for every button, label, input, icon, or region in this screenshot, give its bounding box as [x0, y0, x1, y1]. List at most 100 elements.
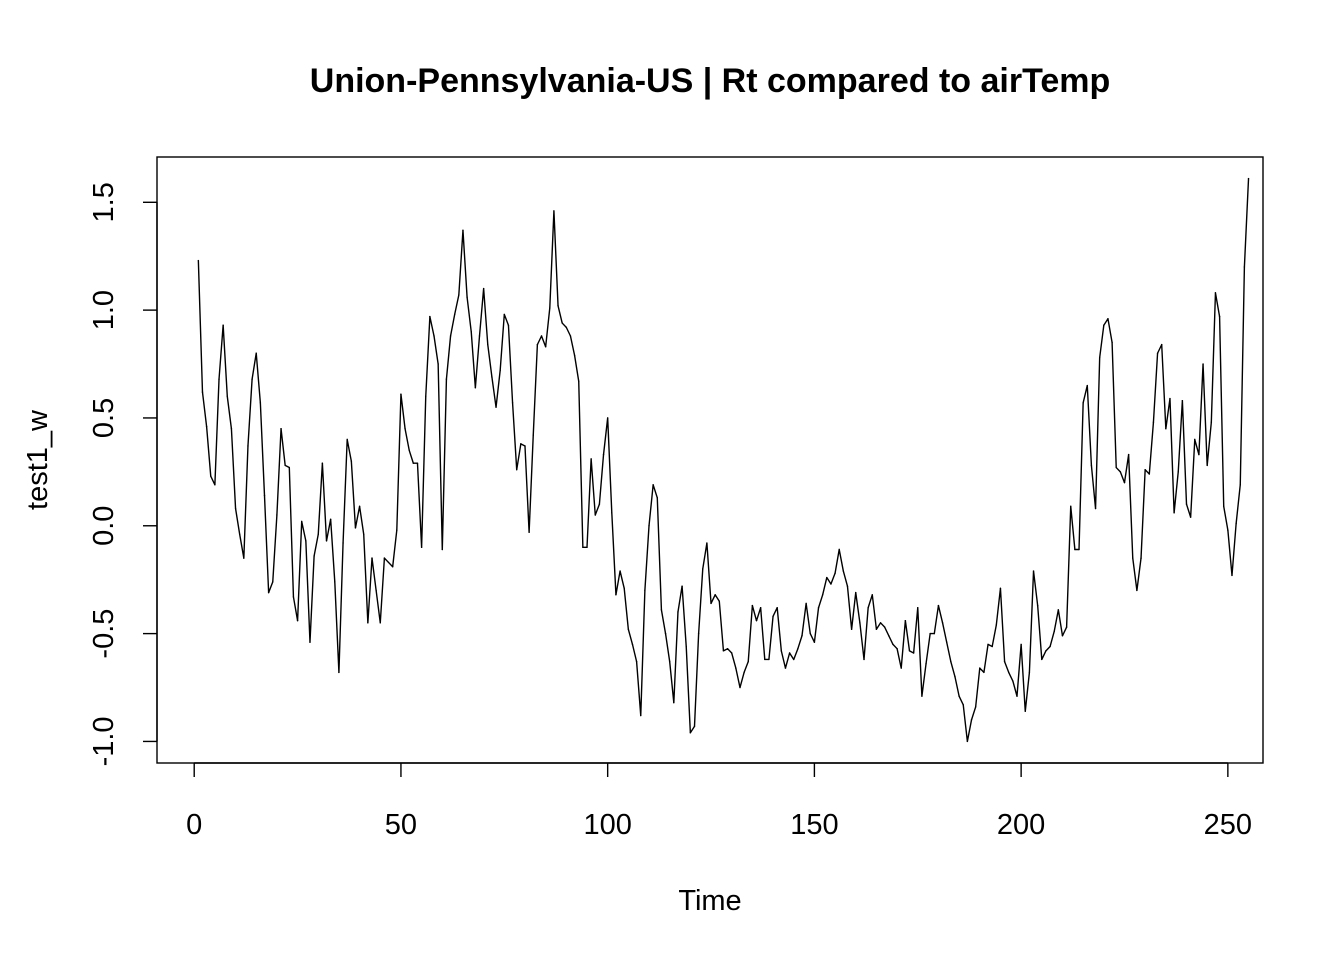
data-point	[1227, 529, 1229, 531]
data-point	[850, 628, 853, 630]
data-point	[387, 561, 390, 564]
data-point	[805, 602, 807, 605]
data-point	[437, 363, 439, 365]
data-point	[859, 622, 861, 624]
data-point	[855, 591, 857, 594]
data-point	[1020, 643, 1022, 646]
data-point	[1016, 695, 1018, 697]
data-point	[536, 343, 539, 346]
data-point	[561, 322, 563, 324]
data-point	[441, 548, 443, 551]
data-point	[780, 650, 783, 652]
data-point	[631, 643, 634, 646]
data-point	[908, 650, 911, 652]
data-point	[358, 505, 361, 508]
data-point	[731, 652, 733, 654]
data-point	[1202, 363, 1204, 365]
data-point	[1111, 341, 1113, 344]
x-tick-label: 0	[186, 809, 202, 841]
x-tick-label: 200	[997, 809, 1045, 841]
data-point	[1148, 473, 1151, 475]
data-point	[871, 594, 873, 596]
data-point	[788, 652, 791, 654]
x-tick-label: 50	[385, 809, 417, 841]
data-point	[921, 695, 923, 697]
data-point	[933, 632, 935, 635]
data-point	[251, 378, 253, 380]
data-point	[1115, 466, 1117, 469]
data-point	[821, 594, 824, 596]
data-point	[396, 529, 398, 531]
data-point	[793, 658, 795, 661]
data-point	[453, 313, 456, 316]
data-point	[379, 622, 381, 624]
data-point	[970, 719, 973, 721]
data-point	[950, 660, 952, 663]
data-point	[1049, 645, 1051, 648]
data-point	[830, 583, 832, 585]
data-point	[1127, 453, 1130, 456]
data-point	[247, 445, 249, 447]
data-point	[582, 546, 584, 549]
data-point	[1012, 680, 1014, 682]
x-tick-label: 150	[790, 809, 838, 841]
data-point	[660, 609, 663, 611]
x-axis: 0 50 100 150 200 250	[186, 762, 1252, 841]
data-point	[726, 648, 729, 650]
data-point	[255, 352, 257, 354]
data-point	[883, 626, 886, 628]
data-point	[495, 406, 497, 408]
data-point	[276, 514, 278, 516]
data-point	[1041, 658, 1043, 661]
data-point	[623, 587, 625, 590]
data-point	[1198, 453, 1200, 456]
data-point	[408, 449, 410, 451]
data-point	[1065, 626, 1068, 628]
data-point	[594, 514, 596, 516]
data-point	[569, 335, 572, 337]
data-point	[354, 527, 357, 529]
data-point	[1185, 503, 1188, 505]
data-point	[702, 568, 704, 570]
data-point	[817, 607, 820, 609]
data-point	[1003, 660, 1006, 663]
data-point	[292, 596, 295, 598]
data-point	[499, 369, 501, 372]
data-point	[590, 458, 592, 460]
data-point	[243, 557, 245, 559]
data-point	[363, 533, 365, 536]
data-point	[1103, 324, 1105, 326]
data-point	[1206, 464, 1208, 467]
data-point	[826, 576, 828, 579]
data-point	[1189, 516, 1192, 518]
y-tick-label: 0.5	[88, 398, 120, 438]
data-point	[230, 428, 233, 430]
data-point	[259, 402, 262, 404]
data-point	[846, 585, 849, 587]
data-point	[697, 632, 700, 635]
data-point	[1070, 505, 1072, 508]
data-point	[743, 671, 745, 674]
data-point	[218, 378, 220, 380]
data-point	[586, 546, 588, 549]
data-point	[238, 533, 241, 536]
data-point	[573, 354, 576, 357]
data-point	[309, 641, 311, 643]
data-point	[305, 540, 307, 542]
data-point	[813, 641, 816, 643]
data-point	[664, 632, 667, 635]
data-point	[668, 660, 671, 663]
data-point	[400, 393, 402, 395]
data-point	[487, 343, 489, 346]
data-point	[954, 676, 956, 678]
data-point	[644, 589, 646, 592]
data-point	[656, 497, 658, 499]
data-point	[329, 518, 332, 521]
data-point	[1210, 421, 1213, 423]
data-point	[797, 648, 799, 650]
data-point	[759, 607, 762, 609]
data-point	[553, 210, 555, 212]
x-axis-label: Time	[678, 885, 741, 917]
data-point	[540, 335, 543, 337]
